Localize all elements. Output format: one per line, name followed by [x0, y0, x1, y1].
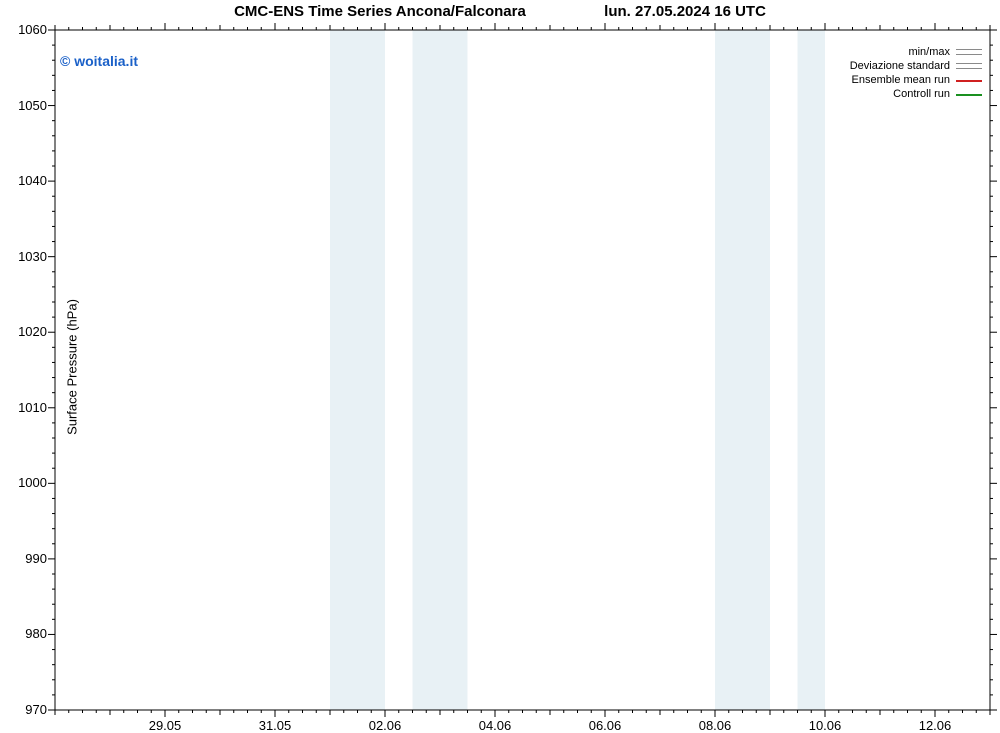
y-tick-label: 1000: [7, 475, 47, 490]
x-tick-label: 08.06: [699, 718, 732, 733]
y-tick-label: 1050: [7, 98, 47, 113]
y-tick-label: 1010: [7, 400, 47, 415]
legend-swatch: [956, 46, 982, 58]
y-tick-label: 1060: [7, 22, 47, 37]
legend-item: Ensemble mean run: [850, 73, 982, 87]
x-tick-label: 10.06: [809, 718, 842, 733]
legend-label: Ensemble mean run: [852, 73, 956, 87]
chart-container: CMC-ENS Time Series Ancona/Falconara lun…: [0, 0, 1000, 733]
legend-label: Controll run: [893, 87, 956, 101]
y-tick-label: 990: [7, 551, 47, 566]
legend-label: min/max: [908, 45, 956, 59]
legend-item: min/max: [850, 45, 982, 59]
legend-swatch: [956, 88, 982, 100]
legend-swatch: [956, 60, 982, 72]
y-tick-label: 1030: [7, 249, 47, 264]
x-tick-label: 29.05: [149, 718, 182, 733]
legend-item: Controll run: [850, 87, 982, 101]
x-tick-label: 31.05: [259, 718, 292, 733]
legend: min/maxDeviazione standardEnsemble mean …: [850, 45, 982, 101]
x-tick-label: 06.06: [589, 718, 622, 733]
legend-item: Deviazione standard: [850, 59, 982, 73]
y-tick-label: 1040: [7, 173, 47, 188]
x-tick-label: 04.06: [479, 718, 512, 733]
y-tick-label: 970: [7, 702, 47, 717]
x-tick-label: 12.06: [919, 718, 952, 733]
legend-label: Deviazione standard: [850, 59, 956, 73]
chart-svg: [0, 0, 1000, 733]
x-tick-label: 02.06: [369, 718, 402, 733]
legend-swatch: [956, 74, 982, 86]
y-tick-label: 980: [7, 626, 47, 641]
y-tick-label: 1020: [7, 324, 47, 339]
